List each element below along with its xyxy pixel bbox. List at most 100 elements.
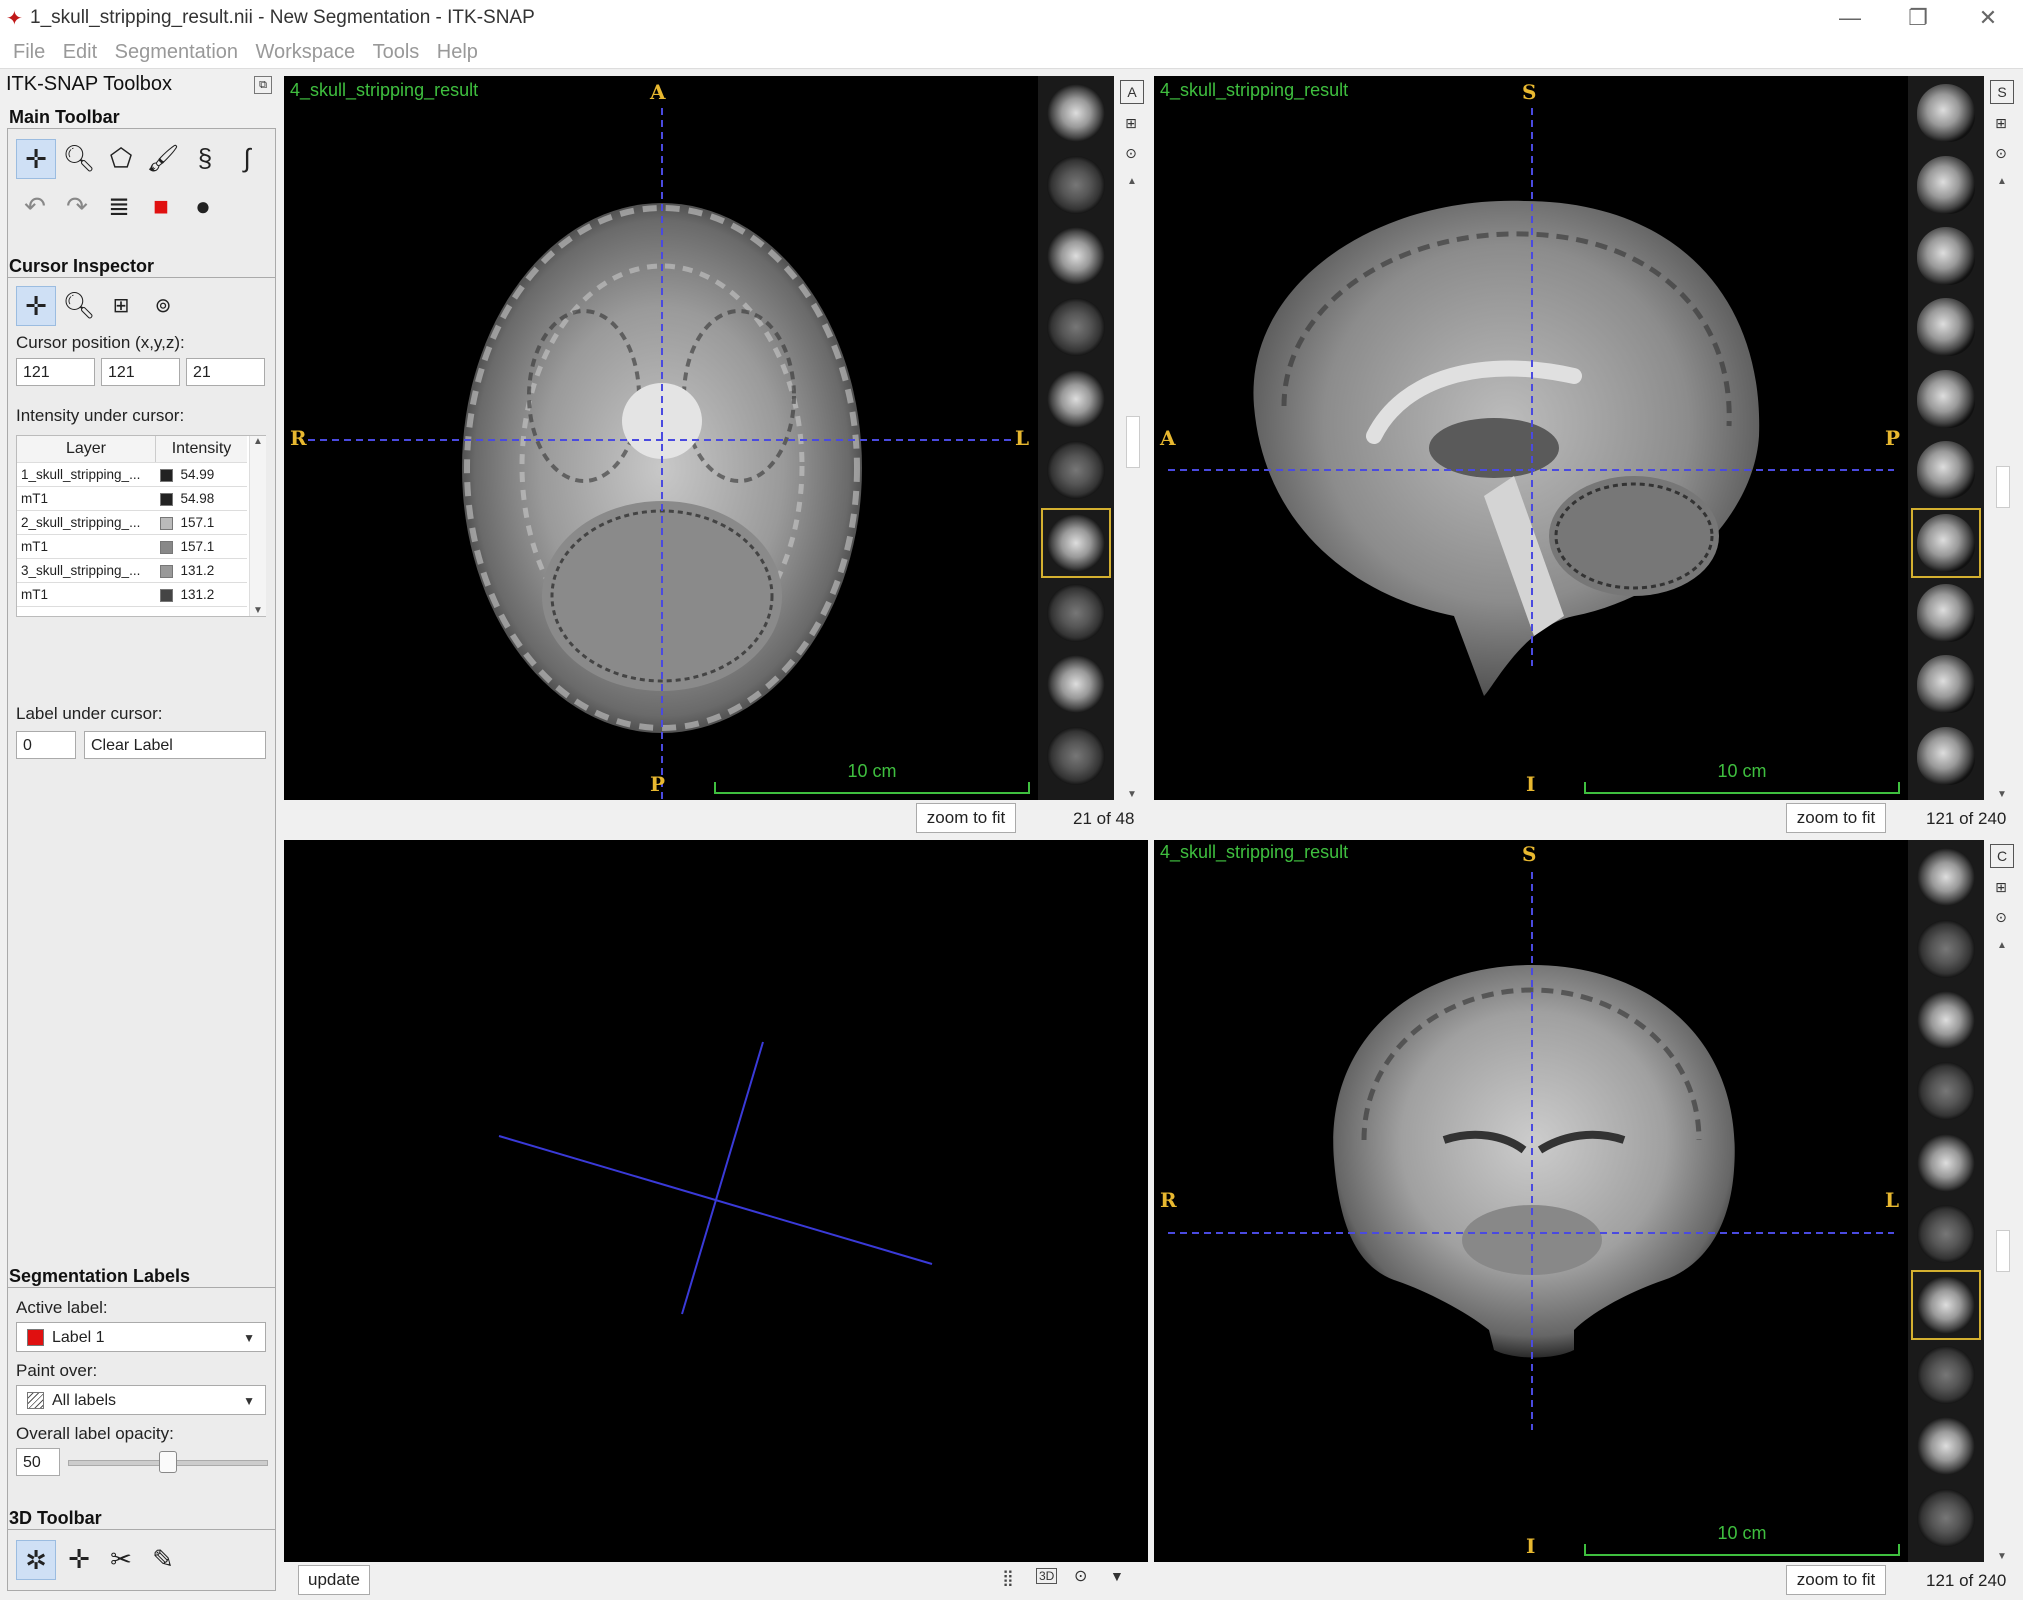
rotate-3d-icon[interactable]: ✲ bbox=[16, 1540, 56, 1580]
layout-icon[interactable]: ⊞ bbox=[1995, 879, 2007, 895]
slice-thumbnail[interactable] bbox=[1917, 1417, 1975, 1475]
undo-icon[interactable]: ↶ bbox=[24, 190, 46, 221]
zoom-tool-icon[interactable]: 🔍︎ bbox=[62, 142, 96, 173]
slice-thumbnail[interactable] bbox=[1917, 1205, 1975, 1263]
scalpel-icon[interactable]: ✂ bbox=[110, 1543, 132, 1574]
slice-thumbnail[interactable] bbox=[1917, 727, 1975, 785]
crosshair-tool-icon[interactable]: ✛ bbox=[16, 139, 56, 179]
camera-icon[interactable]: ⊙ bbox=[1125, 145, 1137, 161]
slice-thumbnail[interactable] bbox=[1917, 1489, 1975, 1547]
slice-thumbnail[interactable] bbox=[1917, 848, 1975, 906]
slice-thumbnail[interactable] bbox=[1047, 156, 1105, 214]
menu-edit[interactable]: Edit bbox=[62, 41, 98, 63]
update-3d-button[interactable]: update bbox=[298, 1565, 370, 1595]
coronal-view[interactable]: 4_skull_stripping_result S I R L 10 cm bbox=[1154, 840, 1908, 1562]
chevron-down-icon[interactable]: ▼ bbox=[1110, 1568, 1124, 1584]
slice-thumbnail[interactable] bbox=[1917, 298, 1975, 356]
paint-over-dropdown[interactable]: All labels ▼ bbox=[16, 1385, 266, 1415]
selected-slice-thumbnail[interactable] bbox=[1911, 1270, 1981, 1340]
axial-zoom-to-fit-button[interactable]: zoom to fit bbox=[916, 803, 1016, 833]
slice-thumbnail[interactable] bbox=[1917, 1346, 1975, 1404]
menu-file[interactable]: File bbox=[13, 41, 46, 63]
annotation-tool-icon[interactable]: ∫ bbox=[243, 142, 251, 173]
crosshair-mode-icon[interactable]: ✛ bbox=[16, 286, 56, 326]
slice-thumbnail[interactable] bbox=[1917, 156, 1975, 214]
cursor-z-field[interactable]: 21 bbox=[186, 358, 265, 386]
opacity-slider-handle[interactable] bbox=[159, 1451, 177, 1473]
scroll-handle[interactable] bbox=[1996, 466, 2010, 508]
label-color-icon[interactable]: ■ bbox=[153, 190, 169, 221]
slice-thumbnail[interactable] bbox=[1047, 584, 1105, 642]
cursor-y-field[interactable]: 121 bbox=[101, 358, 180, 386]
menu-tools[interactable]: Tools bbox=[372, 41, 420, 63]
layers-icon[interactable]: ≣ bbox=[108, 190, 130, 221]
3d-mode-button[interactable]: 3D bbox=[1036, 1568, 1058, 1584]
table-row[interactable]: mT1 54.98 bbox=[17, 486, 247, 511]
minimize-button[interactable]: — bbox=[1839, 5, 1861, 30]
crosshair-3d-icon[interactable]: ✛ bbox=[68, 1543, 90, 1574]
layout-icon[interactable]: ⊞ bbox=[1125, 115, 1137, 131]
cursor-x-field[interactable]: 121 bbox=[16, 358, 95, 386]
sagittal-orientation-button[interactable]: S bbox=[1990, 80, 2014, 104]
slice-thumbnail[interactable] bbox=[1047, 655, 1105, 713]
camera-icon[interactable]: ⊙ bbox=[1995, 909, 2007, 925]
3d-view[interactable] bbox=[284, 840, 1148, 1562]
intensity-column-header[interactable]: Intensity bbox=[155, 436, 247, 463]
slice-thumbnail[interactable] bbox=[1917, 655, 1975, 713]
coronal-slice-scrollbar[interactable]: ▲ ▼ bbox=[1994, 940, 2010, 1562]
coronal-zoom-to-fit-button[interactable]: zoom to fit bbox=[1786, 1565, 1886, 1595]
table-row[interactable]: 3_skull_stripping_... 131.2 bbox=[17, 558, 247, 583]
sagittal-zoom-to-fit-button[interactable]: zoom to fit bbox=[1786, 803, 1886, 833]
selected-slice-thumbnail[interactable] bbox=[1911, 508, 1981, 578]
opacity-value-field[interactable]: 50 bbox=[16, 1448, 60, 1476]
table-row[interactable]: mT1 157.1 bbox=[17, 534, 247, 559]
table-row[interactable]: 1_skull_stripping_... 54.99 bbox=[17, 462, 247, 487]
slice-thumbnail[interactable] bbox=[1047, 370, 1105, 428]
zoom-mode-icon[interactable]: 🔍︎ bbox=[62, 289, 96, 320]
camera-icon[interactable]: ⊙ bbox=[1074, 1568, 1088, 1585]
slice-thumbnail[interactable] bbox=[1917, 584, 1975, 642]
label-id-field[interactable]: 0 bbox=[16, 731, 76, 759]
scroll-handle[interactable] bbox=[1996, 1230, 2010, 1272]
layout-icon[interactable]: ⊞ bbox=[1995, 115, 2007, 131]
slice-thumbnail[interactable] bbox=[1917, 920, 1975, 978]
grid-icon[interactable]: ⊞ bbox=[112, 294, 130, 317]
slice-thumbnail[interactable] bbox=[1047, 441, 1105, 499]
grid-small-icon[interactable]: ⣿ bbox=[1002, 1570, 1014, 1587]
restore-button[interactable]: ❐ bbox=[1908, 5, 1928, 30]
slice-thumbnail[interactable] bbox=[1047, 298, 1105, 356]
label-name-field[interactable]: Clear Label bbox=[84, 731, 266, 759]
paintbrush-tool-icon[interactable]: 🖌︎ bbox=[146, 142, 180, 173]
table-scrollbar[interactable]: ▲ ▼ bbox=[249, 436, 266, 616]
slice-thumbnail[interactable] bbox=[1047, 227, 1105, 285]
sync-icon[interactable]: ⊚ bbox=[154, 294, 172, 317]
scroll-handle[interactable] bbox=[1126, 416, 1140, 468]
sagittal-slice-scrollbar[interactable]: ▲ ▼ bbox=[1994, 176, 2010, 800]
palette-icon[interactable]: ● bbox=[195, 190, 211, 221]
axial-slice-scrollbar[interactable]: ▲ ▼ bbox=[1124, 176, 1140, 800]
coronal-orientation-button[interactable]: C bbox=[1990, 844, 2014, 868]
spray-paint-icon[interactable]: ✎ bbox=[152, 1543, 174, 1574]
axial-orientation-button[interactable]: A bbox=[1120, 80, 1144, 104]
layer-column-header[interactable]: Layer bbox=[17, 436, 156, 463]
menu-workspace[interactable]: Workspace bbox=[255, 41, 356, 63]
slice-thumbnail[interactable] bbox=[1047, 727, 1105, 785]
slice-thumbnail[interactable] bbox=[1917, 441, 1975, 499]
snake-tool-icon[interactable]: § bbox=[197, 142, 213, 173]
slice-thumbnail[interactable] bbox=[1917, 370, 1975, 428]
slice-thumbnail[interactable] bbox=[1917, 991, 1975, 1049]
redo-icon[interactable]: ↷ bbox=[66, 190, 88, 221]
slice-thumbnail[interactable] bbox=[1917, 227, 1975, 285]
camera-icon[interactable]: ⊙ bbox=[1995, 145, 2007, 161]
active-label-dropdown[interactable]: Label 1 ▼ bbox=[16, 1322, 266, 1352]
menu-help[interactable]: Help bbox=[436, 41, 478, 63]
polygon-tool-icon[interactable]: ⬠ bbox=[109, 142, 133, 173]
slice-thumbnail[interactable] bbox=[1917, 84, 1975, 142]
slice-thumbnail[interactable] bbox=[1047, 84, 1105, 142]
slice-thumbnail[interactable] bbox=[1917, 1062, 1975, 1120]
menu-segmentation[interactable]: Segmentation bbox=[114, 41, 239, 63]
axial-view[interactable]: 4_skull_stripping_result A P R L 10 cm bbox=[284, 76, 1038, 800]
slice-thumbnail[interactable] bbox=[1917, 1134, 1975, 1192]
table-row[interactable]: mT1 131.2 bbox=[17, 582, 247, 607]
close-button[interactable]: ✕ bbox=[1978, 5, 1998, 30]
